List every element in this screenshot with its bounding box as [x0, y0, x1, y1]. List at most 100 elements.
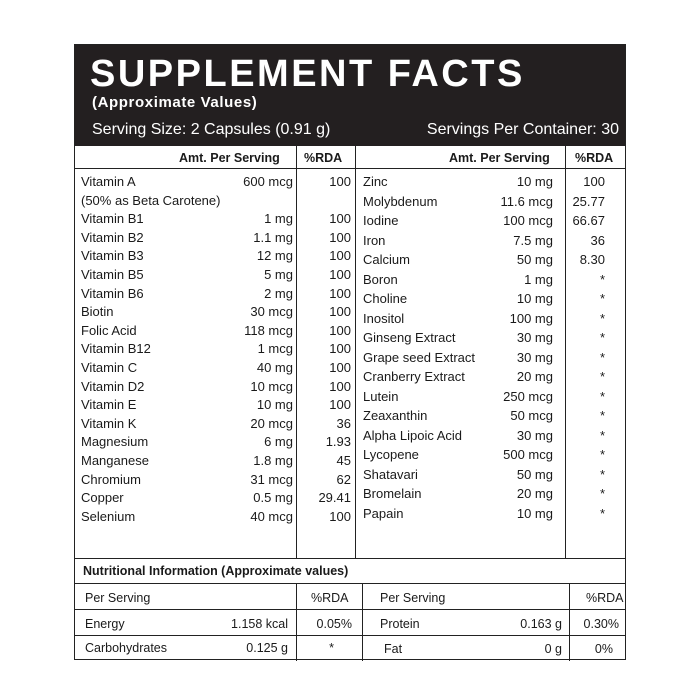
ingredient-rda: 66.67	[572, 213, 605, 228]
ingredient-amount: 11.6 mcg	[500, 193, 553, 209]
nutrition-carbohydrates-rda: *	[329, 641, 334, 655]
ingredient-rda: 100	[329, 304, 351, 320]
ingredient-name: Ginseng Extract	[363, 330, 456, 345]
ingredient-rda: 100	[329, 378, 351, 394]
ingredient-amount: 1 mcg	[257, 341, 293, 357]
ingredient-name: Calcium	[363, 252, 410, 267]
nutrition-fat-rda: 0%	[594, 642, 613, 656]
ingredient-amount: 10 mcg	[250, 378, 293, 394]
ingredient-name: Shatavari	[363, 466, 418, 482]
ingredient-row: Vitamin B2 1.1 mg 100	[81, 228, 351, 247]
ingredient-name: Biotin	[81, 304, 114, 320]
left-rda-divider	[296, 146, 297, 559]
ingredient-amount: 600 mcg	[243, 174, 293, 189]
ingredient-amount: 10 mg	[516, 291, 553, 306]
ingredient-name: Vitamin B12	[81, 341, 151, 357]
ingredient-name: Zeaxanthin	[363, 408, 428, 423]
ingredient-amount: 100 mg	[509, 310, 553, 326]
ingredient-rda: 100	[329, 285, 351, 301]
ingredient-row: Iodine 100 mcg 66.67	[363, 211, 617, 230]
nutrition-right-rda-header: %RDA	[586, 591, 624, 605]
ingredient-rda: *	[599, 271, 605, 287]
ingredient-rda: 100	[329, 397, 351, 413]
nutrition-fat-name: Fat	[384, 642, 403, 656]
ingredient-amount: 7.5 mg	[513, 232, 553, 248]
ingredient-name: Magnesium	[81, 434, 149, 450]
ingredient-amount: 50 mg	[516, 252, 553, 267]
nutrition-row-divider	[75, 635, 625, 636]
nutrition-left-rda-header: %RDA	[311, 591, 349, 605]
nutrition-energy-amount: 1.158 kcal	[231, 617, 288, 631]
ingredient-name: Alpha Lipoic Acid	[363, 427, 463, 443]
ingredient-row: Lutein 250 mcg *	[363, 387, 617, 406]
nutrition-carbohydrates-name: Carbohydrates	[85, 641, 167, 655]
ingredient-amount: 1.8 mg	[253, 453, 293, 468]
ingredient-name: Iodine	[363, 213, 399, 228]
ingredient-amount: 20 mcg	[250, 415, 293, 431]
ingredient-row: Chromium 31 mcg 62	[81, 470, 351, 489]
ingredient-amount: 10 mg	[256, 397, 293, 413]
ingredient-name: Cranberry Extract	[363, 369, 465, 384]
ingredient-name: Manganese	[81, 453, 149, 468]
ingredient-row: Vitamin B12 1 mcg 100	[81, 339, 351, 358]
nutrition-right-per-serving-header: Per Serving	[380, 591, 446, 605]
ingredient-row: Folic Acid 118 mcg 100	[81, 321, 351, 340]
ingredient-name: (50% as Beta Carotene)	[81, 192, 221, 208]
ingredient-rda: *	[599, 291, 605, 306]
ingredient-row: Grape seed Extract 30 mg *	[363, 348, 617, 367]
ingredient-name: Molybdenum	[363, 193, 438, 209]
center-divider	[355, 146, 356, 559]
ingredient-rda: 100	[329, 322, 351, 338]
ingredient-amount: 20 mg	[516, 486, 553, 501]
ingredient-rda: *	[599, 408, 605, 423]
ingredient-name: Vitamin B3	[81, 248, 144, 264]
ingredient-rda: *	[599, 447, 605, 462]
ingredient-row: Vitamin K 20 mcg 36	[81, 414, 351, 433]
ingredient-name: Papain	[363, 505, 404, 521]
ingredient-name: Inositol	[363, 310, 405, 326]
nutrition-carbohydrates-amount: 0.125 g	[246, 641, 288, 655]
ingredient-rda: 62	[336, 471, 351, 487]
ingredient-rda: *	[599, 486, 605, 501]
ingredient-name: Grape seed Extract	[363, 349, 475, 365]
ingredient-amount: 10 mg	[516, 505, 553, 521]
ingredient-amount: 40 mcg	[250, 508, 293, 524]
ingredient-row: Inositol 100 mg *	[363, 309, 617, 328]
ingredient-row: Vitamin E 10 mg 100	[81, 395, 351, 414]
ingredient-name: Folic Acid	[81, 322, 137, 338]
ingredient-rda: 45	[336, 453, 351, 468]
ingredient-row: Vitamin B5 5 mg 100	[81, 265, 351, 284]
ingredient-name: Vitamin K	[81, 415, 137, 431]
ingredient-name: Vitamin B5	[81, 267, 144, 282]
ingredient-rda: 29.41	[318, 490, 351, 506]
ingredient-row: Vitamin C 40 mg 100	[81, 358, 351, 377]
nutrition-header-divider	[75, 609, 625, 610]
ingredient-rda: *	[599, 388, 605, 404]
ingredient-row: Zeaxanthin 50 mcg *	[363, 406, 617, 425]
ingredient-rda: 100	[329, 360, 351, 375]
serving-size: Serving Size: 2 Capsules (0.91 g)	[92, 121, 331, 138]
nutrition-protein-amount: 0.163 g	[520, 617, 562, 631]
ingredient-rda: 100	[583, 174, 605, 189]
ingredient-amount: 12 mg	[256, 248, 293, 264]
ingredient-amount: 1 mg	[524, 271, 553, 287]
nutrition-left-rda-divider	[296, 583, 297, 661]
ingredient-row: Vitamin D2 10 mcg 100	[81, 377, 351, 396]
nutrition-left-per-serving-header: Per Serving	[85, 591, 151, 605]
nutrition-energy-name: Energy	[85, 617, 125, 631]
nutrition-center-divider	[362, 583, 363, 661]
ingredient-rda: 36	[336, 415, 351, 431]
ingredient-row: Iron 7.5 mg 36	[363, 231, 617, 250]
ingredient-row: Vitamin B3 12 mg 100	[81, 246, 351, 265]
ingredient-amount: 5 mg	[264, 267, 293, 282]
ingredient-row: Vitamin A 600 mcg 100	[81, 172, 351, 191]
nutrition-title: Nutritional Information (Approximate val…	[83, 564, 349, 578]
ingredient-row: Papain 10 mg *	[363, 504, 617, 523]
ingredient-row: Calcium 50 mg 8.30	[363, 250, 617, 269]
ingredient-rda: 100	[329, 229, 351, 245]
ingredient-rda: *	[599, 466, 605, 482]
nutrition-fat-amount: 0 g	[544, 642, 562, 656]
ingredient-row: Selenium 40 mcg 100	[81, 507, 351, 526]
right-amount-header: Amt. Per Serving	[449, 151, 550, 165]
header-bar: SUPPLEMENT FACTS (Approximate Values) Se…	[75, 45, 625, 146]
